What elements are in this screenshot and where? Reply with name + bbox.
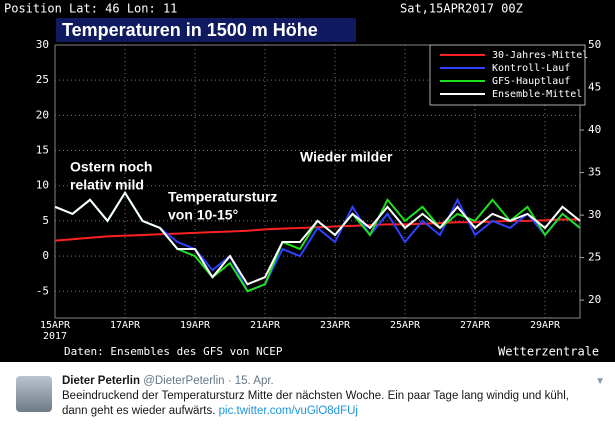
x-tick-label: 23APR: [320, 320, 351, 331]
tweet-body: Dieter Peterlin @DieterPeterlin · 15. Ap…: [62, 374, 597, 419]
y-tick-label: 30: [36, 38, 49, 51]
footer-left: Daten: Ensembles des GFS von NCEP: [64, 345, 283, 358]
annotation: Temperatursturz: [168, 189, 277, 205]
title-box: [56, 18, 356, 42]
legend-label: GFS-Hauptlauf: [492, 76, 570, 87]
y2-tick-label: 40: [588, 123, 601, 136]
avatar[interactable]: [16, 376, 52, 412]
user-name[interactable]: Dieter Peterlin: [62, 375, 140, 387]
y-tick-label: 20: [36, 108, 49, 121]
y-tick-label: 5: [42, 214, 49, 227]
x-tick-label: 17APR: [110, 320, 141, 331]
x-year-label: 2017: [43, 331, 67, 342]
y-tick-label: 15: [36, 144, 49, 157]
annotation: Wieder milder: [300, 149, 393, 165]
menu-chevron[interactable]: ▼: [595, 376, 605, 387]
header-right: Sat,15APR2017 00Z: [400, 2, 523, 16]
annotation: relativ mild: [70, 177, 144, 193]
y2-tick-label: 35: [588, 166, 601, 179]
tweet-link[interactable]: pic.twitter.com/vuGlO8dFUj: [218, 405, 358, 417]
chart-title: Temperaturen in 1500 m Höhe: [62, 20, 318, 40]
x-tick-label: 29APR: [530, 320, 561, 331]
legend-label: Ensemble-Mittel: [492, 89, 582, 100]
y-tick-label: 25: [36, 73, 49, 86]
y-tick-label: 0: [42, 249, 49, 262]
y-tick-label: -5: [36, 284, 49, 297]
tweet-text: Beeindruckend der Temperatursturz Mitte …: [62, 390, 569, 417]
y2-tick-label: 50: [588, 38, 601, 51]
tweet-meta: @DieterPeterlin · 15. Apr.: [143, 375, 274, 387]
tweet: Dieter Peterlin @DieterPeterlin · 15. Ap…: [0, 362, 615, 431]
y2-tick-label: 45: [588, 81, 601, 94]
legend-label: Kontroll-Lauf: [492, 63, 570, 74]
y-tick-label: 10: [36, 179, 49, 192]
x-tick-label: 21APR: [250, 320, 281, 331]
y2-tick-label: 25: [588, 251, 601, 264]
y2-tick-label: 20: [588, 293, 601, 306]
x-tick-label: 19APR: [180, 320, 211, 331]
footer-right: Wetterzentrale: [498, 345, 599, 359]
series-line: [54, 190, 581, 286]
x-tick-label: 27APR: [460, 320, 491, 331]
annotation: von 10-15°: [168, 207, 238, 223]
x-tick-label: 15APR: [40, 320, 71, 331]
chart: Position Lat: 46 Lon: 11 Sat,15APR2017 0…: [0, 0, 615, 362]
header-left: Position Lat: 46 Lon: 11: [4, 2, 177, 16]
y2-tick-label: 30: [588, 208, 601, 221]
x-tick-label: 25APR: [390, 320, 421, 331]
legend-label: 30-Jahres-Mittel: [492, 50, 588, 61]
annotation: Ostern noch: [70, 159, 152, 175]
